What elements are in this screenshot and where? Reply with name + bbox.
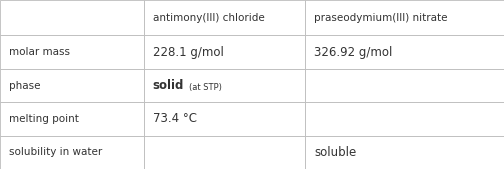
Text: (at STP): (at STP) — [189, 83, 222, 92]
Text: melting point: melting point — [9, 114, 79, 124]
Bar — [0, 35, 144, 69]
Bar — [0, 0, 144, 35]
Bar — [144, 136, 305, 169]
Text: soluble: soluble — [314, 146, 356, 159]
Text: antimony(III) chloride: antimony(III) chloride — [153, 13, 265, 23]
Text: solubility in water: solubility in water — [9, 147, 102, 157]
Text: praseodymium(III) nitrate: praseodymium(III) nitrate — [314, 13, 448, 23]
Text: 326.92 g/mol: 326.92 g/mol — [314, 46, 393, 59]
Bar — [144, 35, 305, 69]
Text: solid: solid — [153, 79, 184, 92]
Bar — [305, 136, 504, 169]
Bar — [305, 35, 504, 69]
Bar — [0, 102, 144, 136]
Bar — [305, 69, 504, 102]
Text: 228.1 g/mol: 228.1 g/mol — [153, 46, 224, 59]
Bar — [305, 0, 504, 35]
Bar — [144, 69, 305, 102]
Bar — [305, 102, 504, 136]
Bar — [144, 0, 305, 35]
Bar — [0, 136, 144, 169]
Bar — [0, 69, 144, 102]
Bar — [144, 102, 305, 136]
Text: phase: phase — [9, 81, 40, 91]
Text: 73.4 °C: 73.4 °C — [153, 112, 197, 125]
Text: molar mass: molar mass — [9, 47, 70, 57]
